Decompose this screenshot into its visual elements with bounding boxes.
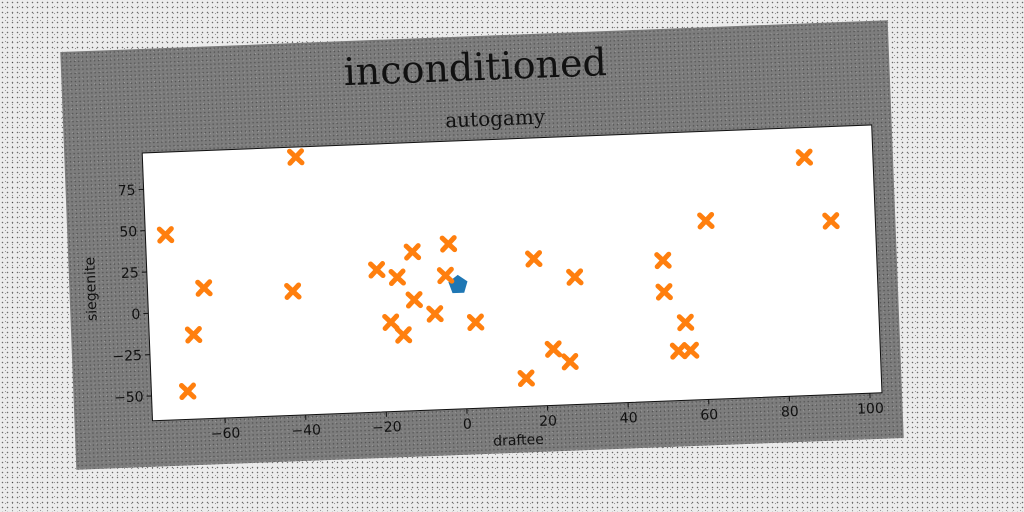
x-tick-label: 80 bbox=[781, 404, 799, 421]
data-point-x bbox=[439, 235, 458, 253]
data-marks bbox=[156, 148, 840, 401]
data-point-x bbox=[368, 261, 386, 279]
data-point-x bbox=[178, 382, 197, 401]
x-tick-label: 20 bbox=[539, 413, 557, 430]
data-point-x bbox=[697, 211, 715, 230]
data-point-x bbox=[287, 148, 305, 166]
data-point-x bbox=[466, 313, 485, 332]
axis-ticks: −60 −40 −20 0 20 40 60 80 100 −50 −25 0 25 50 75 bbox=[112, 183, 884, 443]
plot-area bbox=[141, 124, 883, 422]
y-tick-label: −25 bbox=[112, 348, 142, 365]
y-tick-label: 0 bbox=[131, 307, 141, 323]
y-tick-label: 25 bbox=[121, 265, 139, 282]
data-point-x bbox=[388, 268, 406, 287]
data-point-x bbox=[195, 279, 213, 297]
data-point-x bbox=[184, 326, 203, 344]
data-point-x bbox=[426, 305, 444, 323]
data-point-x bbox=[403, 243, 422, 261]
y-tick-label: 75 bbox=[118, 183, 136, 200]
data-point-x bbox=[525, 250, 543, 268]
data-point-x bbox=[544, 340, 563, 358]
y-axis-label: siegenite bbox=[82, 257, 100, 322]
data-point-x bbox=[566, 268, 584, 286]
data-point-x bbox=[394, 326, 413, 344]
chart-title: autogamy bbox=[445, 104, 546, 132]
y-tick-label: −50 bbox=[114, 389, 144, 406]
x-tick-label: 60 bbox=[700, 407, 718, 424]
data-point-x bbox=[382, 313, 400, 331]
data-point-x bbox=[405, 291, 423, 309]
data-point-x bbox=[655, 283, 673, 301]
x-tick-label: −20 bbox=[372, 419, 402, 436]
x-tick-label: 0 bbox=[463, 417, 473, 433]
data-point-x bbox=[822, 212, 840, 230]
x-tick-label: −40 bbox=[291, 422, 321, 439]
chart-suptitle: inconditioned bbox=[343, 40, 608, 94]
x-axis-label: draftee bbox=[493, 432, 544, 450]
y-tick-label: 50 bbox=[119, 224, 137, 241]
data-point-x bbox=[517, 369, 535, 388]
scatter-chart: inconditioned autogamy −60 −40 −20 0 20 40 60 8… bbox=[82, 40, 884, 450]
data-point-x bbox=[436, 266, 455, 285]
x-tick-label: 100 bbox=[857, 401, 884, 418]
data-point-x bbox=[156, 226, 175, 244]
data-point-x bbox=[284, 282, 302, 300]
data-point-x bbox=[676, 313, 695, 332]
data-point-x bbox=[654, 251, 672, 270]
x-tick-label: −60 bbox=[211, 425, 241, 442]
data-point-x bbox=[561, 352, 579, 371]
x-tick-label: 40 bbox=[619, 410, 637, 427]
data-point-x bbox=[681, 341, 700, 360]
chart-figure: inconditioned autogamy −60 −40 −20 0 20 40 60 8… bbox=[60, 20, 904, 470]
data-point-x bbox=[669, 342, 688, 360]
data-point-x bbox=[795, 148, 814, 167]
